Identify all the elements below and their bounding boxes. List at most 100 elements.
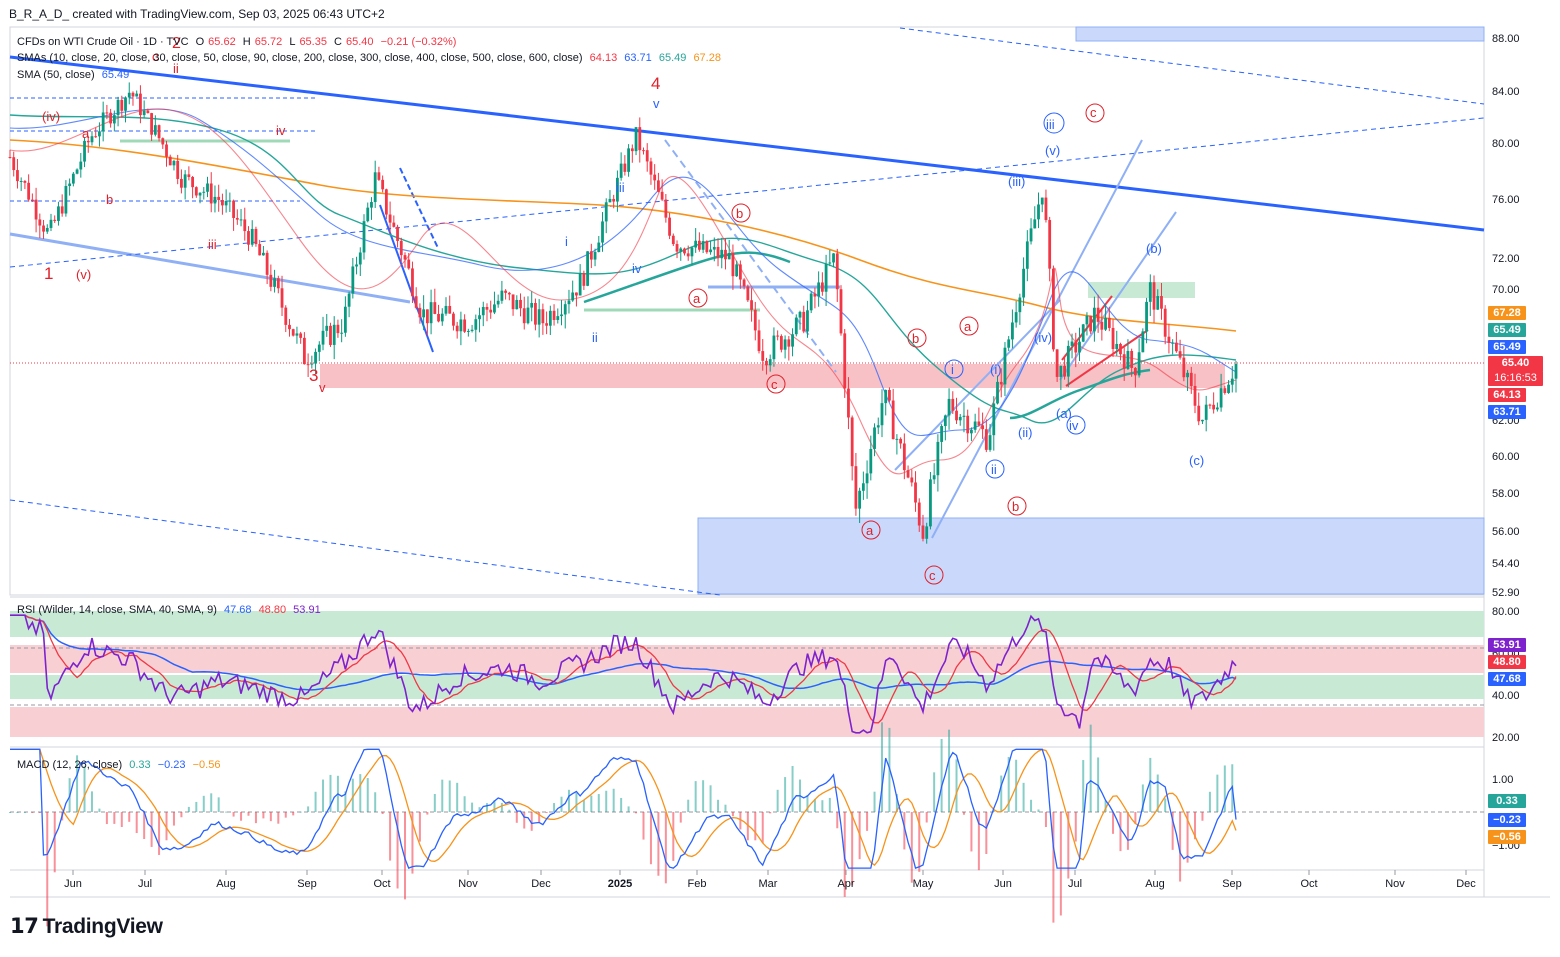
- time-tick-label: 2025: [608, 878, 632, 890]
- candle-body: [642, 150, 645, 152]
- candle-body: [914, 482, 917, 503]
- candle-body: [1137, 352, 1141, 376]
- candle-body: [932, 475, 936, 480]
- candle-body: [366, 207, 370, 222]
- candle-body: [86, 140, 90, 143]
- candle-body: [951, 398, 955, 411]
- macd-histogram-bar: [873, 791, 876, 812]
- macd-value: 0.33: [129, 759, 151, 771]
- candle-body: [228, 200, 232, 202]
- macd-histogram-bar: [1037, 809, 1040, 812]
- macd-histogram-bar: [769, 812, 772, 814]
- candle-body: [57, 206, 60, 221]
- candle-body: [332, 324, 336, 345]
- candle-body: [12, 157, 16, 171]
- rsi-line: [10, 614, 1237, 734]
- candle-body: [534, 302, 537, 325]
- candle-body: [813, 293, 817, 297]
- symbol-legend[interactable]: CFDs on WTI Crude Oil · 1D · TVC O 65.62 …: [17, 36, 460, 48]
- candle-body: [429, 302, 433, 324]
- candle-body: [537, 309, 541, 325]
- macd-histogram-bar: [851, 812, 854, 886]
- candle-body: [593, 251, 597, 260]
- candle-body: [116, 99, 120, 116]
- macd-histogram-bar: [404, 812, 407, 900]
- wave-labels: 1 (v) (iv) a b c 2 ii iv iii 3 v 4 v i i…: [42, 35, 1204, 583]
- candle-body: [820, 282, 824, 292]
- candle-body: [265, 252, 269, 275]
- candle-body: [343, 306, 347, 333]
- macd-histogram-bar: [784, 777, 787, 812]
- candle-body: [783, 339, 787, 350]
- candle-body: [1178, 351, 1182, 358]
- macd-histogram-bar: [545, 812, 548, 813]
- candle-body: [929, 479, 932, 527]
- macd-histogram-bar: [590, 795, 593, 812]
- smas-legend[interactable]: SMAs (10, close, 20, close, 30, close, 5…: [17, 52, 725, 64]
- candle-body: [548, 310, 552, 326]
- candle-body: [1197, 405, 1201, 422]
- time-tick-label: Aug: [1145, 878, 1165, 890]
- candle-body: [8, 157, 12, 158]
- sma50-legend[interactable]: SMA (50, close) 65.49: [17, 69, 133, 81]
- price-badge-sma10: 64.13: [1488, 388, 1526, 402]
- tradingview-logo[interactable]: 𝟭𝟳 TradingView: [10, 914, 163, 939]
- rsi-legend[interactable]: RSI (Wilder, 14, close, SMA, 40, SMA, 9)…: [17, 604, 325, 616]
- macd-histogram-bar: [307, 806, 310, 812]
- candle-body: [660, 191, 664, 200]
- candle-body: [124, 97, 127, 111]
- candle-body: [1119, 343, 1122, 355]
- candle-body: [973, 421, 977, 430]
- price-badge-sma50: 65.49: [1488, 323, 1526, 337]
- macd-histogram-bar: [381, 812, 384, 814]
- candle-body: [522, 308, 526, 324]
- rsi-zone-red-bottom: [10, 707, 1484, 737]
- candle-body: [705, 241, 709, 253]
- candle-body: [984, 429, 988, 450]
- candle-body: [1018, 297, 1022, 313]
- rsi-sma40-line: [10, 614, 1237, 691]
- wave-label-blue: iv: [632, 261, 642, 276]
- channel-line-b: [894, 299, 1061, 471]
- candle-body: [884, 389, 888, 404]
- wave-label-red: 2: [172, 35, 181, 52]
- candle-body: [1160, 296, 1163, 309]
- candle-body: [470, 329, 474, 331]
- candle-body: [317, 344, 321, 352]
- candle-body: [261, 252, 265, 256]
- open-number: 65.62: [208, 36, 236, 48]
- candle-body: [757, 330, 761, 352]
- wave-label-red: iii: [208, 237, 217, 252]
- candle-body: [221, 199, 224, 206]
- wave-label-blue: (c): [1189, 453, 1204, 468]
- macd-histogram-bar: [329, 774, 332, 812]
- macd-histogram-bar: [880, 722, 883, 812]
- macd-histogram-bar: [1000, 775, 1003, 812]
- candle-body: [373, 172, 377, 203]
- candle-body: [906, 470, 910, 478]
- candle-body: [563, 304, 567, 315]
- macd-histogram-bar: [493, 800, 496, 812]
- candle-body: [1201, 419, 1204, 422]
- candle-body: [168, 156, 172, 166]
- candle-body: [519, 299, 522, 309]
- candle-body: [79, 161, 83, 170]
- candle-body: [917, 502, 921, 526]
- macd-histogram-bar: [1186, 812, 1189, 863]
- candle-body: [314, 351, 317, 364]
- candle-body: [42, 225, 45, 232]
- candle-body: [321, 330, 325, 345]
- smas-label: SMAs (10, close, 20, close, 30, close, 5…: [17, 52, 583, 64]
- macd-histogram-bar: [113, 812, 116, 824]
- macd-legend[interactable]: MACD (12, 26, close) 0.33 −0.23 −0.56: [17, 759, 224, 771]
- candle-body: [355, 264, 358, 267]
- candle-body: [630, 148, 634, 152]
- change-value: −0.21 (−0.32%): [380, 36, 457, 48]
- macd-histogram-bar: [962, 812, 965, 815]
- candle-body: [1025, 241, 1029, 269]
- macd-histogram-bar: [165, 812, 168, 841]
- close-number: 65.40: [345, 36, 374, 48]
- macd-histogram-bar: [299, 811, 302, 813]
